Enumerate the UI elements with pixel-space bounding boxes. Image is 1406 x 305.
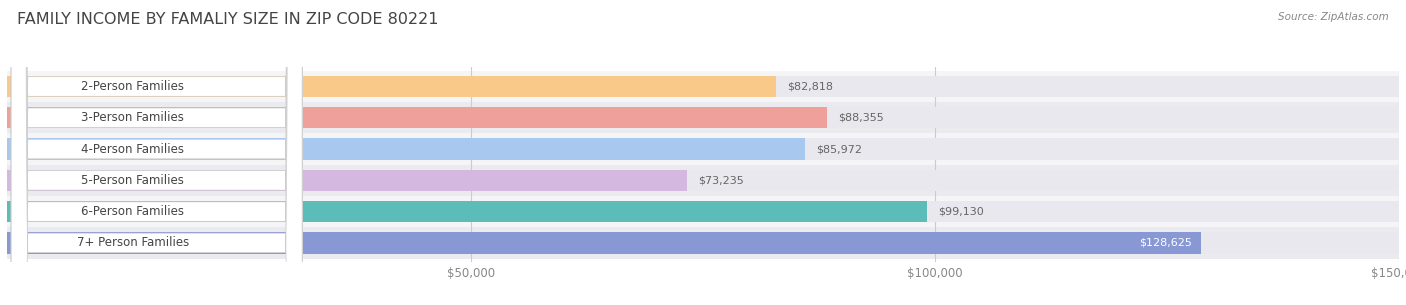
Bar — [7, 227, 1399, 259]
Text: $128,625: $128,625 — [1139, 238, 1192, 248]
Bar — [7, 232, 1201, 253]
Bar — [7, 76, 1399, 97]
Bar — [7, 201, 927, 222]
FancyBboxPatch shape — [11, 0, 302, 305]
Bar — [7, 107, 827, 128]
Text: FAMILY INCOME BY FAMALIY SIZE IN ZIP CODE 80221: FAMILY INCOME BY FAMALIY SIZE IN ZIP COD… — [17, 12, 439, 27]
Text: 5-Person Families: 5-Person Families — [82, 174, 184, 187]
Bar — [7, 102, 1399, 133]
Bar — [7, 170, 686, 191]
Text: 4-Person Families: 4-Person Families — [82, 142, 184, 156]
Text: Source: ZipAtlas.com: Source: ZipAtlas.com — [1278, 12, 1389, 22]
Text: 2-Person Families: 2-Person Families — [82, 80, 184, 93]
Text: $82,818: $82,818 — [787, 81, 832, 92]
Text: 3-Person Families: 3-Person Families — [82, 111, 184, 124]
Text: $88,355: $88,355 — [838, 113, 884, 123]
FancyBboxPatch shape — [11, 0, 302, 305]
Bar — [7, 71, 1399, 102]
Bar — [7, 165, 1399, 196]
Bar — [7, 201, 1399, 222]
Text: $85,972: $85,972 — [815, 144, 862, 154]
Bar — [7, 133, 1399, 165]
FancyBboxPatch shape — [11, 0, 302, 305]
Bar — [7, 196, 1399, 227]
Bar — [7, 138, 804, 160]
FancyBboxPatch shape — [11, 0, 302, 305]
Text: $73,235: $73,235 — [697, 175, 744, 185]
Bar — [7, 107, 1399, 128]
Text: $99,130: $99,130 — [938, 206, 984, 217]
Bar — [7, 76, 776, 97]
Bar — [7, 170, 1399, 191]
Bar — [7, 138, 1399, 160]
FancyBboxPatch shape — [11, 0, 302, 305]
Text: 6-Person Families: 6-Person Families — [82, 205, 184, 218]
Bar — [7, 232, 1399, 253]
Text: 7+ Person Families: 7+ Person Families — [76, 236, 188, 249]
FancyBboxPatch shape — [11, 0, 302, 305]
